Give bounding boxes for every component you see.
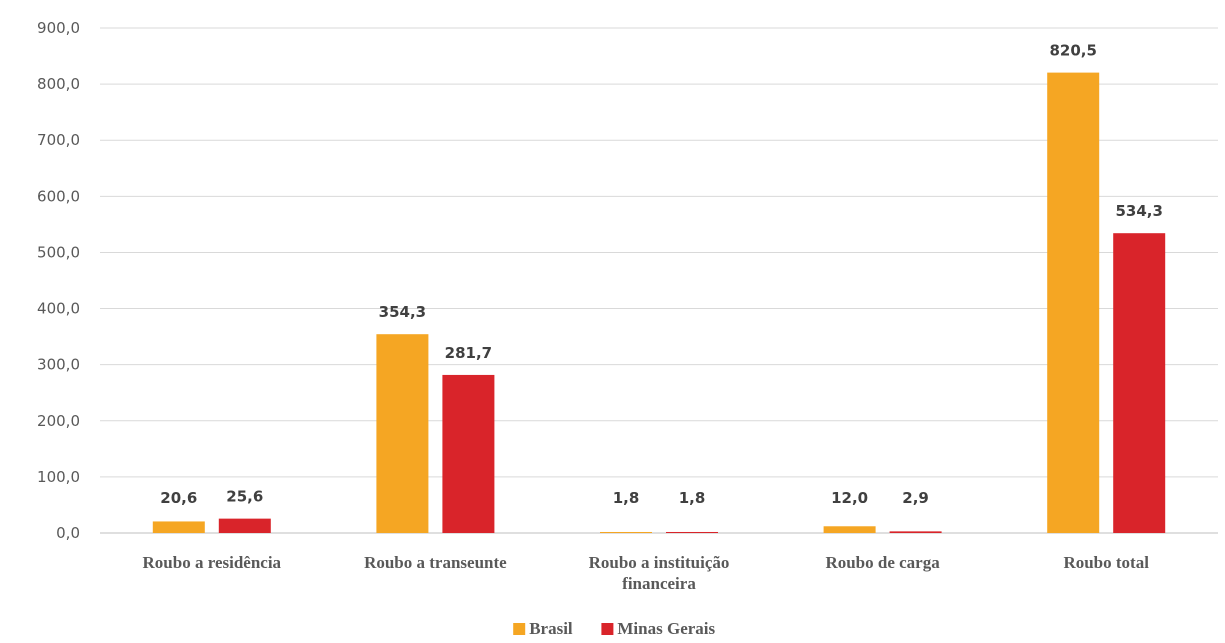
bar: [889, 531, 942, 533]
x-tick-label: Roubo a transeunte: [364, 553, 507, 572]
legend: Brasil Minas Gerais: [513, 619, 716, 638]
x-tick-label: Roubo a instituição: [589, 553, 730, 572]
data-labels: 20,6 25,6 354,3 281,7 1,8 1,8 12,0 2,9 820,5 534,…: [160, 42, 1163, 507]
x-axis-category-labels: Roubo a residência Roubo a transeunte Roub…: [143, 553, 1150, 593]
data-label: 1,8: [613, 489, 640, 507]
legend-label: Minas Gerais: [617, 619, 715, 638]
bar: [1047, 72, 1100, 533]
bar: [666, 531, 718, 533]
y-tick-label: 400,0: [37, 300, 80, 318]
bar: [1113, 233, 1166, 533]
bar: [600, 531, 652, 533]
bar: [152, 521, 205, 533]
gridlines: [100, 27, 1218, 534]
data-label: 20,6: [160, 489, 197, 507]
data-label: 2,9: [902, 489, 929, 507]
y-tick-label: 100,0: [37, 468, 80, 486]
y-tick-label: 200,0: [37, 412, 80, 430]
x-tick-label: Roubo total: [1063, 553, 1149, 572]
x-tick-label: Roubo a residência: [143, 553, 282, 572]
bar: [823, 526, 876, 533]
y-tick-label: 300,0: [37, 356, 80, 374]
data-label: 12,0: [831, 489, 868, 507]
legend-label: Brasil: [529, 619, 573, 638]
y-tick-label: 500,0: [37, 243, 80, 261]
data-label: 820,5: [1049, 42, 1096, 60]
legend-swatch: [513, 623, 526, 635]
y-tick-label: 600,0: [37, 187, 80, 205]
data-label: 281,7: [445, 344, 492, 362]
data-label: 534,3: [1115, 202, 1162, 220]
legend-swatch: [601, 623, 614, 635]
y-axis-tick-labels: 0,0 100,0 200,0 300,0 400,0 500,0 600,0 700,0 80…: [37, 19, 80, 542]
y-tick-label: 900,0: [37, 19, 80, 37]
y-tick-label: 800,0: [37, 75, 80, 93]
data-label: 354,3: [379, 303, 426, 321]
x-tick-label: financeira: [622, 574, 696, 593]
y-tick-label: 0,0: [56, 524, 80, 542]
bar: [376, 334, 429, 533]
data-label: 25,6: [226, 488, 263, 506]
bar: [218, 518, 271, 533]
y-tick-label: 700,0: [37, 131, 80, 149]
data-label: 1,8: [679, 489, 706, 507]
x-tick-label: Roubo de carga: [825, 553, 940, 572]
bar: [442, 374, 495, 533]
bars: [152, 72, 1166, 533]
